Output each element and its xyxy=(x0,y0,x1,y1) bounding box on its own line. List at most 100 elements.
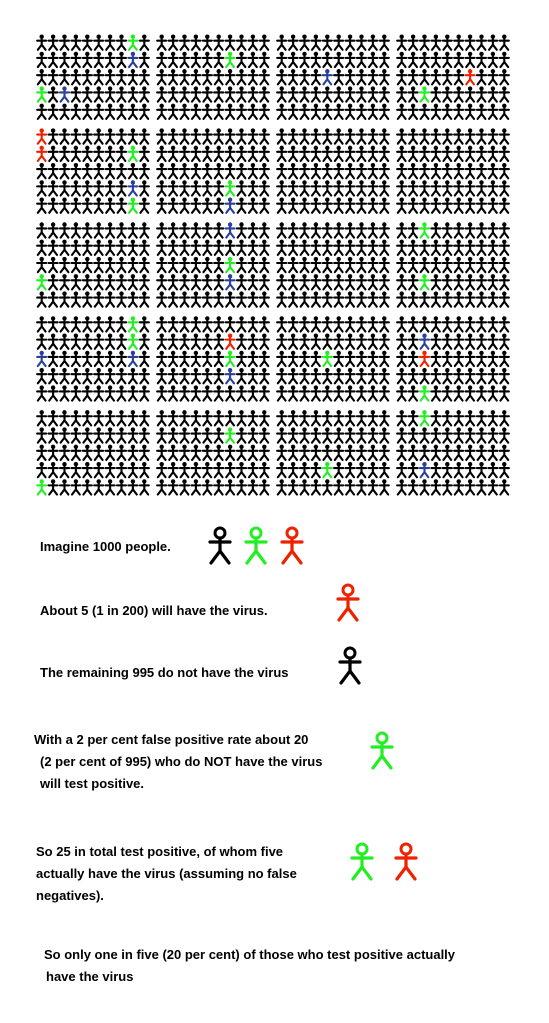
healthy-person-150 xyxy=(396,86,408,103)
healthy-person-699 xyxy=(258,350,270,368)
healthy-person-625 xyxy=(333,316,345,333)
healthy-person-967 xyxy=(115,479,128,496)
healthy-person-564 xyxy=(81,291,93,308)
healthy-person-380 xyxy=(276,197,288,214)
healthy-person-131 xyxy=(167,86,179,103)
healthy-person-12 xyxy=(178,34,191,51)
healthy-person-506 xyxy=(344,256,356,274)
false-positive-person-944 xyxy=(321,461,333,479)
healthy-person-660 xyxy=(276,333,288,350)
healthy-person-419 xyxy=(258,222,270,239)
healthy-person-36 xyxy=(464,34,476,51)
healthy-person-735 xyxy=(213,368,225,385)
healthy-person-87 xyxy=(115,69,128,86)
healthy-person-203 xyxy=(70,128,82,145)
healthy-person-695 xyxy=(213,350,225,368)
healthy-person-721 xyxy=(47,368,59,385)
healthy-person-607 xyxy=(115,316,128,333)
healthy-person-402 xyxy=(58,222,71,239)
healthy-person-243 xyxy=(70,145,82,163)
healthy-person-866 xyxy=(344,427,356,444)
healthy-person-741 xyxy=(287,368,299,385)
healthy-person-55 xyxy=(213,51,225,69)
healthy-person-966 xyxy=(104,479,116,496)
false-positive-person-248 xyxy=(127,145,139,163)
healthy-person-226 xyxy=(344,128,356,145)
healthy-person-715 xyxy=(453,350,465,368)
healthy-person-485 xyxy=(93,256,105,274)
healthy-person-363 xyxy=(70,197,82,214)
healthy-person-985 xyxy=(333,479,345,496)
healthy-person-603 xyxy=(70,316,82,333)
healthy-person-798 xyxy=(487,385,499,402)
healthy-person-581 xyxy=(287,291,299,308)
healthy-person-821 xyxy=(287,410,299,427)
healthy-person-963 xyxy=(70,479,82,496)
healthy-person-512 xyxy=(418,256,431,274)
false-positive-person-56 xyxy=(224,51,236,69)
healthy-person-522 xyxy=(58,274,71,291)
healthy-person-909 xyxy=(378,444,390,461)
healthy-person-17 xyxy=(235,34,248,51)
healthy-person-80 xyxy=(36,69,48,86)
healthy-person-495 xyxy=(213,256,225,274)
healthy-person-454 xyxy=(201,239,213,256)
healthy-person-186 xyxy=(344,103,356,120)
healthy-person-634 xyxy=(441,316,453,333)
healthy-person-26 xyxy=(344,34,356,51)
healthy-person-619 xyxy=(258,316,270,333)
healthy-person-813 xyxy=(190,410,202,427)
healthy-person-391 xyxy=(407,197,419,214)
healthy-person-562 xyxy=(58,291,71,308)
healthy-person-177 xyxy=(235,103,248,120)
healthy-person-351 xyxy=(407,180,419,197)
healthy-person-234 xyxy=(441,128,453,145)
healthy-person-7 xyxy=(115,34,128,51)
healthy-person-411 xyxy=(167,222,179,239)
healthy-person-775 xyxy=(213,385,225,402)
healthy-person-589 xyxy=(378,291,390,308)
healthy-person-536 xyxy=(224,274,236,291)
healthy-person-393 xyxy=(430,197,442,214)
healthy-person-835 xyxy=(453,410,465,427)
healthy-person-661 xyxy=(287,333,299,350)
healthy-person-305 xyxy=(333,162,345,180)
healthy-person-193 xyxy=(430,103,442,120)
healthy-person-317 xyxy=(475,162,488,180)
healthy-person-472 xyxy=(418,239,431,256)
caption-imagine: Imagine 1000 people. xyxy=(40,539,171,554)
healthy-person-583 xyxy=(310,291,322,308)
healthy-person-206 xyxy=(104,128,116,145)
healthy-person-638 xyxy=(487,316,499,333)
healthy-person-687 xyxy=(115,350,128,368)
healthy-person-910 xyxy=(396,444,408,461)
healthy-person-385 xyxy=(333,197,345,214)
healthy-person-278 xyxy=(487,145,499,163)
healthy-person-576 xyxy=(224,291,236,308)
healthy-person-222 xyxy=(298,128,311,145)
healthy-person-331 xyxy=(167,180,179,197)
healthy-person-397 xyxy=(475,197,488,214)
infected-person-200 xyxy=(36,128,48,145)
healthy-person-595 xyxy=(453,291,465,308)
healthy-person-868 xyxy=(367,427,379,444)
healthy-person-864 xyxy=(321,427,333,444)
healthy-person-861 xyxy=(287,427,299,444)
healthy-person-387 xyxy=(355,197,368,214)
healthy-person-586 xyxy=(344,291,356,308)
healthy-person-377 xyxy=(235,197,248,214)
healthy-person-313 xyxy=(430,162,442,180)
healthy-person-855 xyxy=(213,427,225,444)
healthy-person-425 xyxy=(333,222,345,239)
healthy-person-294 xyxy=(201,162,213,180)
healthy-person-745 xyxy=(333,368,345,385)
healthy-person-919 xyxy=(498,444,510,461)
healthy-person-376 xyxy=(224,197,236,214)
healthy-person-333 xyxy=(190,180,202,197)
healthy-person-366 xyxy=(104,197,116,214)
healthy-person-569 xyxy=(138,291,150,308)
healthy-person-626 xyxy=(344,316,356,333)
healthy-person-643 xyxy=(70,333,82,350)
healthy-person-440 xyxy=(36,239,48,256)
healthy-person-897 xyxy=(235,444,248,461)
